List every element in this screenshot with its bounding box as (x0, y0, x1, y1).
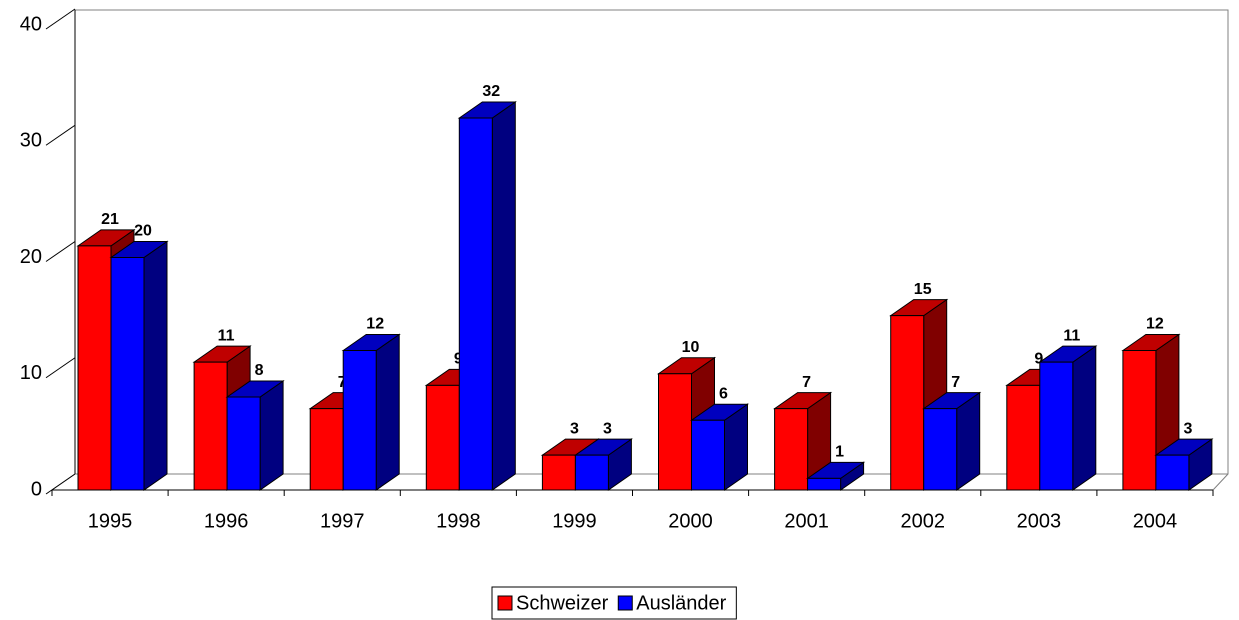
bar-front (691, 419, 725, 491)
x-tick-label: 2004 (1133, 510, 1178, 532)
value-label: 10 (682, 339, 700, 356)
y-tick (45, 241, 76, 262)
bar-front (890, 315, 925, 491)
value-label: 7 (951, 374, 960, 391)
x-tick-label: 1996 (204, 510, 249, 532)
bar-front (425, 384, 460, 491)
bar (109, 240, 169, 491)
value-label: 3 (570, 420, 579, 437)
value-label: 11 (218, 327, 235, 344)
y-tick-label: 10 (20, 362, 42, 384)
bar-side (375, 333, 400, 491)
legend-box (491, 586, 737, 620)
value-label: 15 (914, 281, 932, 298)
bar-side (1072, 345, 1097, 491)
bar-front (342, 350, 377, 491)
bar (922, 391, 982, 491)
y-tick (45, 124, 76, 146)
bar-front (774, 408, 809, 491)
x-tick-label: 1995 (88, 510, 133, 532)
bar (773, 391, 833, 491)
bar (1154, 438, 1214, 491)
bar-front (77, 245, 112, 491)
x-tick-label: 1999 (552, 510, 597, 532)
value-label: 7 (802, 374, 811, 391)
value-label: 12 (1146, 316, 1164, 333)
bar-side (491, 101, 516, 491)
x-tick-label: 1997 (320, 510, 365, 532)
value-label: 9 (454, 351, 463, 368)
x-tick-label: 2001 (784, 510, 829, 532)
bar (225, 380, 285, 491)
bar-front (541, 454, 576, 491)
value-label: 12 (366, 316, 384, 333)
bar-front (1122, 350, 1157, 491)
x-tick-label: 1998 (436, 510, 481, 532)
legend-label: Schweizer (516, 592, 609, 614)
y-tick-label: 40 (20, 13, 42, 35)
value-label: 11 (1063, 327, 1080, 344)
value-label: 3 (603, 420, 612, 437)
bar-side (143, 240, 168, 491)
bar (806, 461, 866, 491)
legend-swatch (617, 595, 633, 611)
value-label: 8 (255, 362, 264, 379)
bar-side (956, 391, 981, 491)
bar-front (193, 361, 228, 491)
legend-swatch (497, 595, 513, 611)
bar-front (458, 117, 493, 491)
bar (341, 333, 401, 491)
value-label: 20 (134, 223, 152, 240)
x-tick-label: 2003 (1017, 510, 1062, 532)
value-label: 3 (1183, 420, 1192, 437)
y-tick-label: 20 (20, 246, 42, 268)
bar-front (1155, 454, 1190, 491)
legend: Schweizer Ausländer (491, 586, 737, 620)
x-tick-label: 2002 (901, 510, 946, 532)
y-tick (45, 8, 76, 30)
bar-front (574, 454, 609, 491)
value-label: 9 (1034, 351, 1043, 368)
bar-front (658, 373, 692, 491)
bar-front (923, 408, 958, 491)
y-tick (45, 473, 76, 495)
y-tick (45, 357, 76, 379)
bar-front (807, 477, 842, 491)
legend-label: Ausländer (636, 592, 726, 614)
value-label: 6 (719, 385, 728, 402)
bar-front (1006, 384, 1041, 491)
value-label: 32 (482, 83, 500, 100)
value-label: 7 (338, 374, 347, 391)
x-tick-label: 2000 (668, 510, 713, 532)
bar (689, 403, 750, 491)
value-label: 1 (835, 444, 844, 461)
y-tick-label: 0 (31, 478, 42, 500)
bar-front (309, 408, 344, 491)
bar (573, 438, 633, 491)
bar-front (226, 396, 261, 491)
bar-front (1039, 361, 1074, 491)
bar-front (110, 257, 145, 491)
bar (457, 101, 517, 491)
y-tick-label: 30 (20, 130, 42, 152)
value-label: 21 (101, 211, 119, 228)
bar (1038, 345, 1098, 491)
bar-side (259, 380, 284, 491)
